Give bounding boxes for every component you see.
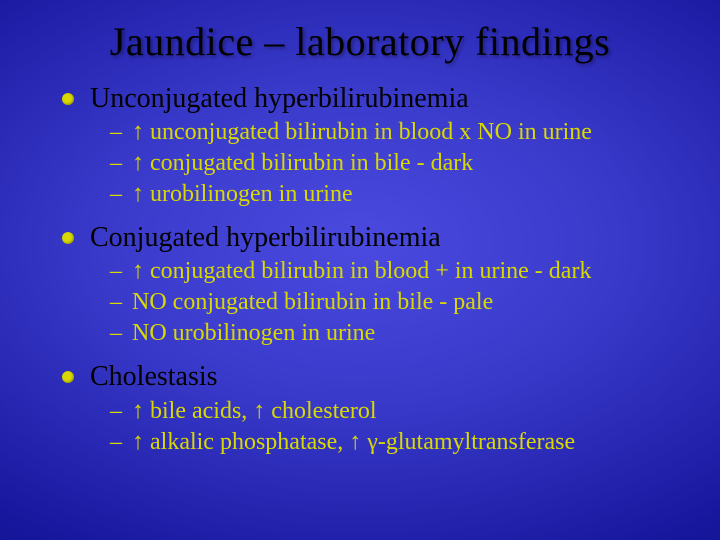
sub-item: – ↑ unconjugated bilirubin in blood x NO…	[110, 117, 678, 147]
bullet-icon	[62, 371, 74, 383]
dash-icon: –	[110, 396, 122, 426]
sub-item: – NO conjugated bilirubin in bile - pale	[110, 287, 678, 317]
l1-label: Cholestasis	[90, 361, 218, 393]
l2-label: ↑ bile acids, ↑ cholesterol	[132, 396, 377, 426]
dash-icon: –	[110, 318, 122, 348]
l2-label: ↑ alkalic phosphatase, ↑ γ-glutamyltrans…	[132, 427, 575, 457]
l2-label: NO conjugated bilirubin in bile - pale	[132, 287, 493, 317]
l2-label: ↑ unconjugated bilirubin in blood x NO i…	[132, 117, 592, 147]
l2-label: ↑ conjugated bilirubin in blood + in uri…	[132, 256, 591, 286]
l2-label: ↑ conjugated bilirubin in bile - dark	[132, 148, 473, 178]
dash-icon: –	[110, 427, 122, 457]
sub-item: – ↑ urobilinogen in urine	[110, 179, 678, 209]
dash-icon: –	[110, 287, 122, 317]
sub-item: – ↑ conjugated bilirubin in bile - dark	[110, 148, 678, 178]
l2-label: NO urobilinogen in urine	[132, 318, 375, 348]
dash-icon: –	[110, 148, 122, 178]
dash-icon: –	[110, 179, 122, 209]
list-item-conjugated: Conjugated hyperbilirubinemia	[62, 222, 678, 254]
slide: Jaundice – laboratory findings Unconjuga…	[0, 0, 720, 540]
sub-item: – NO urobilinogen in urine	[110, 318, 678, 348]
dash-icon: –	[110, 117, 122, 147]
sub-item: – ↑ bile acids, ↑ cholesterol	[110, 396, 678, 426]
list-item-unconjugated: Unconjugated hyperbilirubinemia	[62, 83, 678, 115]
slide-title: Jaundice – laboratory findings	[0, 18, 720, 65]
l1-label: Conjugated hyperbilirubinemia	[90, 222, 441, 254]
sub-item: – ↑ conjugated bilirubin in blood + in u…	[110, 256, 678, 286]
bullet-icon	[62, 93, 74, 105]
bullet-icon	[62, 232, 74, 244]
dash-icon: –	[110, 256, 122, 286]
list-item-cholestasis: Cholestasis	[62, 361, 678, 393]
sub-item: – ↑ alkalic phosphatase, ↑ γ-glutamyltra…	[110, 427, 678, 457]
l2-label: ↑ urobilinogen in urine	[132, 179, 353, 209]
l1-label: Unconjugated hyperbilirubinemia	[90, 83, 469, 115]
slide-content: Unconjugated hyperbilirubinemia – ↑ unco…	[0, 83, 720, 457]
